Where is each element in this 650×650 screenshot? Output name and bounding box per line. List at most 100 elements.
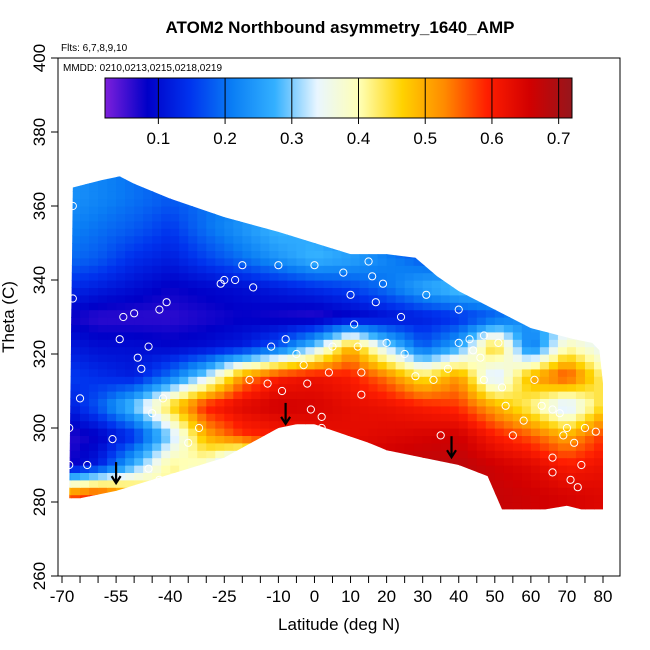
heatmap-cell — [107, 465, 117, 473]
heatmap-cell — [188, 324, 198, 333]
heatmap-cell — [242, 457, 252, 466]
heatmap-cell — [359, 309, 370, 318]
heatmap-cell — [170, 176, 180, 185]
heatmap-cell — [332, 494, 343, 503]
heatmap-cell — [603, 287, 604, 296]
heatmap-cell — [539, 391, 550, 399]
heatmap-cell — [260, 420, 270, 429]
heatmap-cell — [359, 502, 370, 510]
heatmap-cell — [476, 383, 487, 392]
heatmap-cell — [161, 509, 171, 517]
heatmap-cell — [143, 361, 153, 370]
heatmap-cell — [494, 302, 505, 311]
heatmap-cell — [467, 317, 478, 325]
heatmap-cell — [503, 472, 514, 481]
heatmap-cell — [89, 176, 99, 177]
heatmap-cell — [503, 376, 514, 385]
heatmap-cell — [476, 450, 487, 459]
heatmap-cell — [296, 502, 307, 510]
heatmap-cell — [251, 206, 261, 214]
heatmap-cell — [215, 176, 225, 177]
heatmap-cell — [125, 376, 135, 385]
heatmap-cell — [422, 228, 433, 237]
heatmap-cell — [584, 220, 595, 229]
heatmap-cell — [152, 457, 162, 466]
heatmap-cell — [206, 398, 216, 407]
heatmap-cell — [161, 250, 171, 259]
heatmap-cell — [485, 287, 496, 296]
heatmap-cell — [359, 228, 370, 237]
heatmap-cell — [395, 405, 406, 414]
heatmap-cell — [359, 376, 370, 385]
heatmap-cell — [377, 413, 388, 422]
heatmap-cell — [422, 243, 433, 251]
heatmap-cell — [512, 324, 523, 333]
heatmap-cell — [377, 398, 388, 407]
heatmap-cell — [494, 450, 505, 459]
heatmap-cell — [80, 376, 90, 385]
heatmap-cell — [98, 494, 108, 503]
heatmap-cell — [351, 509, 361, 517]
heatmap-cell — [503, 183, 514, 192]
heatmap-cell — [206, 457, 216, 466]
heatmap-cell — [188, 361, 198, 370]
heatmap-cell — [377, 287, 388, 296]
heatmap-cell — [224, 331, 234, 340]
heatmap-cell — [413, 479, 424, 488]
heatmap-cell — [530, 294, 541, 303]
heatmap-cell — [242, 354, 252, 362]
heatmap-cell — [116, 294, 126, 303]
sample-point — [591, 427, 600, 436]
heatmap-cell — [458, 191, 469, 200]
heatmap-cell — [188, 191, 198, 200]
heatmap-cell — [179, 176, 189, 185]
heatmap-cell — [395, 265, 406, 274]
heatmap-cell — [342, 509, 352, 517]
heatmap-cell — [503, 272, 514, 281]
heatmap-cell — [170, 450, 180, 459]
heatmap-cell — [422, 272, 433, 281]
heatmap-cell — [603, 250, 604, 259]
heatmap-cell — [71, 391, 81, 399]
heatmap-cell — [305, 213, 316, 222]
heatmap-cell — [332, 346, 343, 355]
heatmap-cell — [152, 183, 162, 192]
heatmap-cell — [404, 472, 415, 481]
heatmap-cell — [566, 220, 577, 229]
heatmap-cell — [530, 176, 541, 177]
heatmap-cell — [368, 317, 379, 325]
heatmap-cell — [458, 442, 469, 451]
heatmap-cell — [395, 191, 406, 200]
heatmap-cell — [179, 479, 189, 488]
heatmap-cell — [368, 198, 379, 207]
heatmap-cell — [242, 494, 252, 503]
heatmap-cell — [503, 435, 514, 444]
heatmap-cell — [521, 435, 532, 444]
heatmap-cell — [134, 457, 144, 466]
heatmap-cell — [458, 398, 469, 407]
heatmap-cell — [215, 457, 225, 466]
heatmap-cell — [179, 331, 189, 340]
heatmap-cell — [503, 354, 514, 362]
heatmap-cell — [80, 176, 90, 185]
heatmap-cell — [278, 309, 289, 318]
heatmap-cell — [107, 398, 117, 407]
heatmap-cell — [305, 450, 316, 459]
heatmap-cell — [341, 280, 352, 288]
heatmap-cell — [440, 472, 451, 481]
heatmap-cell — [603, 509, 613, 517]
heatmap-cell — [224, 428, 234, 436]
heatmap-cell — [161, 435, 171, 444]
heatmap-cell — [71, 472, 81, 481]
heatmap-cell — [314, 509, 324, 517]
heatmap-cell — [494, 502, 505, 510]
heatmap-cell — [341, 383, 352, 392]
heatmap-cell — [566, 487, 577, 496]
heatmap-cell — [116, 368, 126, 377]
heatmap-cell — [512, 220, 523, 229]
heatmap-cell — [584, 183, 595, 192]
heatmap-cell — [593, 405, 604, 414]
heatmap-cell — [584, 191, 595, 200]
heatmap-cell — [603, 228, 604, 237]
heatmap-cell — [143, 405, 153, 414]
